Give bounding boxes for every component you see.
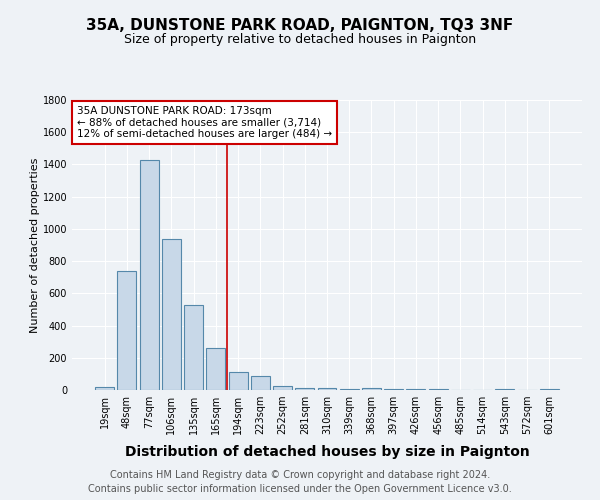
- X-axis label: Distribution of detached houses by size in Paignton: Distribution of detached houses by size …: [125, 446, 529, 460]
- Text: 35A DUNSTONE PARK ROAD: 173sqm
← 88% of detached houses are smaller (3,714)
12% : 35A DUNSTONE PARK ROAD: 173sqm ← 88% of …: [77, 106, 332, 139]
- Y-axis label: Number of detached properties: Number of detached properties: [30, 158, 40, 332]
- Bar: [206, 348, 225, 390]
- Bar: [540, 389, 559, 390]
- Bar: [229, 372, 248, 390]
- Bar: [362, 388, 381, 390]
- Bar: [184, 304, 203, 390]
- Bar: [340, 389, 359, 390]
- Bar: [317, 388, 337, 390]
- Bar: [95, 387, 114, 390]
- Text: Contains public sector information licensed under the Open Government Licence v3: Contains public sector information licen…: [88, 484, 512, 494]
- Text: Contains HM Land Registry data © Crown copyright and database right 2024.: Contains HM Land Registry data © Crown c…: [110, 470, 490, 480]
- Bar: [384, 389, 403, 390]
- Bar: [140, 160, 158, 390]
- Bar: [496, 389, 514, 390]
- Text: 35A, DUNSTONE PARK ROAD, PAIGNTON, TQ3 3NF: 35A, DUNSTONE PARK ROAD, PAIGNTON, TQ3 3…: [86, 18, 514, 32]
- Bar: [273, 386, 292, 390]
- Bar: [162, 238, 181, 390]
- Bar: [118, 271, 136, 390]
- Bar: [429, 389, 448, 390]
- Bar: [406, 389, 425, 390]
- Bar: [251, 376, 270, 390]
- Text: Size of property relative to detached houses in Paignton: Size of property relative to detached ho…: [124, 32, 476, 46]
- Bar: [295, 388, 314, 390]
